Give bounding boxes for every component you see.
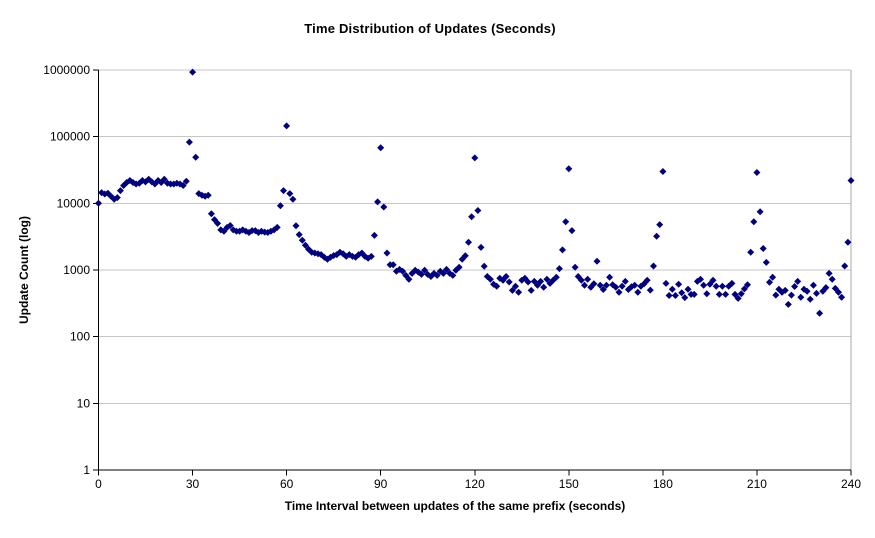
y-tick-label: 100 xyxy=(70,330,90,344)
y-tick-label: 10000 xyxy=(57,196,91,210)
x-tick-label: 240 xyxy=(841,477,861,491)
x-tick-label: 90 xyxy=(374,477,388,491)
y-tick-label: 10 xyxy=(77,396,91,410)
x-tick-label: 60 xyxy=(280,477,294,491)
x-tick-label: 210 xyxy=(747,477,767,491)
x-axis-title: Time Interval between updates of the sam… xyxy=(284,499,626,513)
x-tick-label: 120 xyxy=(465,477,485,491)
x-tick-label: 150 xyxy=(559,477,579,491)
chart-title: Time Distribution of Updates (Seconds) xyxy=(304,21,556,36)
x-tick-label: 0 xyxy=(95,477,102,491)
y-tick-label: 1000000 xyxy=(43,63,90,77)
y-tick-label: 1000 xyxy=(63,263,90,277)
y-axis-title: Update Count (log) xyxy=(17,216,31,324)
x-tick-label: 180 xyxy=(653,477,673,491)
y-tick-label: 1 xyxy=(83,463,90,477)
y-tick-label: 100000 xyxy=(50,130,90,144)
data-points xyxy=(95,68,855,317)
x-tick-label: 30 xyxy=(186,477,200,491)
